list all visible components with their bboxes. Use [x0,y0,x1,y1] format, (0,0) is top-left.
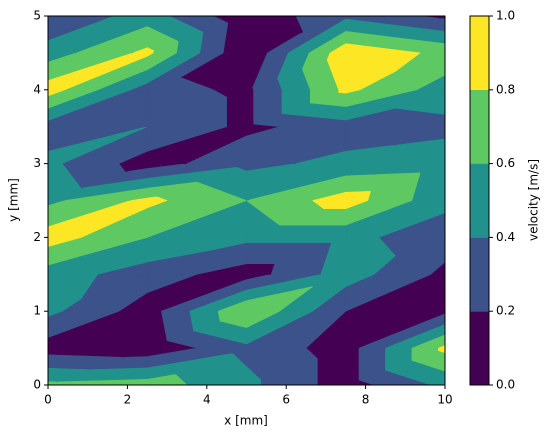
colorbar-segment [470,163,489,238]
colorbar-segment [470,16,489,90]
x-tick-label: 0 [44,393,52,407]
x-tick-label: 6 [282,393,290,407]
colorbar-frame [469,15,490,386]
colorbar-tick-label: 0.8 [496,82,515,96]
contour-region [246,89,254,128]
contour-region [246,237,346,243]
contour-region [246,286,313,312]
colorbar-tick-label: 0.4 [496,230,515,244]
y-tick-label: 3 [33,156,41,170]
colorbar-tick-label: 0.0 [496,378,515,392]
contour-region [146,374,176,386]
plot-frame [47,15,446,386]
x-tick-label: 4 [203,393,211,407]
contour-region [146,47,155,54]
x-tick-label: 8 [362,393,370,407]
colorbar-tick-label: 0.6 [496,156,515,170]
y-tick-label: 5 [33,9,41,23]
colorbar-segment [470,311,489,385]
contour-region [246,365,262,386]
y-axis-label: y [mm] [7,178,21,222]
x-tick-label: 2 [124,393,132,407]
contour-region [345,347,360,386]
colorbar-tick-label: 0.2 [496,304,515,318]
y-tick-label: 2 [33,230,41,244]
contour-region [146,196,158,201]
contour-region [345,144,396,165]
colorbar-label: velocity [m/s] [527,159,541,241]
y-tick-label: 1 [33,304,41,318]
x-axis-label: x [mm] [224,414,268,428]
contour-region [345,190,371,201]
y-tick-label: 0 [33,378,41,392]
colorbar-segment [470,89,489,164]
contour-region [345,43,365,54]
colorbar-segment [470,237,489,312]
x-tick-label: 10 [437,393,452,407]
y-tick-label: 4 [33,82,41,96]
colorbar-tick-label: 1.0 [496,9,515,23]
